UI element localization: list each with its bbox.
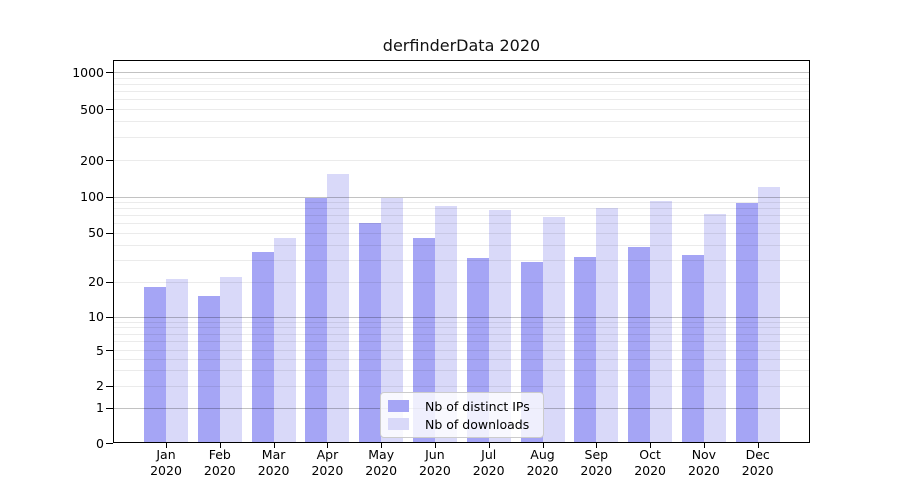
- gridline-minor: [113, 202, 810, 204]
- bar-distinct-ips-sep: [574, 256, 597, 443]
- bar-downloads-jul: [488, 209, 511, 443]
- x-tick-label-mar: Mar 2020: [257, 447, 290, 478]
- gridline-minor: [113, 160, 810, 161]
- legend: Nb of distinct IPs Nb of downloads: [380, 392, 544, 438]
- y-tick-label-20: 20: [88, 274, 104, 290]
- y-tick-mark: [106, 316, 113, 318]
- gridline-minor: [113, 77, 810, 79]
- bar-distinct-ips-may: [359, 223, 382, 443]
- x-tick-label-jul: Jul 2020: [472, 447, 505, 478]
- gridline-minor: [113, 109, 810, 110]
- bar-downloads-sep: [596, 207, 619, 443]
- x-tick-mark: [757, 443, 759, 448]
- x-tick-label-apr: Apr 2020: [311, 447, 344, 478]
- x-tick-label-sep: Sep 2020: [580, 447, 613, 478]
- bar-downloads-nov: [703, 213, 726, 443]
- y-tick-mark: [106, 72, 113, 73]
- y-tick-mark: [106, 385, 113, 387]
- x-tick-mark: [542, 443, 544, 448]
- gridline-minor: [113, 83, 810, 85]
- y-tick-label-500: 500: [80, 101, 104, 117]
- legend-swatch-distinct-ips: [388, 400, 409, 412]
- legend-swatch-downloads: [388, 418, 409, 430]
- bar-downloads-dec: [757, 187, 780, 443]
- gridline-minor: [113, 91, 810, 92]
- bar-distinct-ips-jun: [412, 238, 435, 443]
- x-tick-mark: [166, 443, 167, 448]
- bar-distinct-ips-dec: [735, 203, 758, 443]
- y-tick-label-2: 2: [96, 378, 104, 394]
- x-tick-mark: [273, 443, 275, 448]
- x-tick-label-dec: Dec 2020: [741, 447, 774, 478]
- bar-downloads-jan: [166, 279, 188, 443]
- x-tick-label-oct: Oct 2020: [634, 447, 666, 478]
- bar-distinct-ips-jan: [144, 287, 166, 443]
- legend-item-downloads: Nb of downloads: [388, 415, 535, 433]
- gridline-minor: [113, 137, 810, 139]
- x-tick-mark: [596, 443, 598, 448]
- x-tick-mark: [381, 443, 383, 448]
- y-tick-label-100: 100: [80, 189, 104, 205]
- bar-downloads-aug: [542, 216, 565, 443]
- gridline-minor: [113, 99, 810, 101]
- y-tick-mark: [106, 407, 113, 409]
- y-tick-label-1000: 1000: [72, 64, 104, 80]
- x-tick-mark: [703, 443, 705, 448]
- legend-item-distinct-ips: Nb of distinct IPs: [388, 397, 535, 415]
- plot-area: [113, 60, 810, 443]
- gridline-minor: [113, 208, 810, 210]
- x-tick-label-nov: Nov 2020: [687, 447, 720, 478]
- x-tick-mark: [650, 443, 652, 448]
- y-tick-mark: [106, 160, 113, 161]
- legend-label: Nb of downloads: [425, 416, 530, 432]
- y-tick-label-5: 5: [96, 342, 104, 358]
- y-tick-mark: [106, 281, 113, 283]
- y-tick-mark: [106, 232, 113, 234]
- legend-label: Nb of distinct IPs: [425, 398, 530, 414]
- y-tick-label-50: 50: [88, 225, 104, 241]
- bar-downloads-feb: [219, 276, 242, 443]
- chart-title: derfinderData 2020: [382, 36, 541, 55]
- bar-downloads-apr: [327, 173, 350, 443]
- y-tick-mark: [106, 109, 113, 110]
- gridline-minor: [113, 121, 810, 123]
- gridline-major: [113, 196, 810, 198]
- x-tick-mark: [327, 443, 329, 448]
- x-tick-label-jun: Jun 2020: [418, 447, 451, 478]
- x-tick-mark: [219, 443, 221, 448]
- bar-distinct-ips-apr: [305, 198, 328, 443]
- bar-downloads-oct: [650, 200, 673, 443]
- x-tick-label-feb: Feb 2020: [203, 447, 236, 478]
- y-tick-mark: [106, 443, 113, 444]
- y-tick-label-10: 10: [88, 309, 104, 325]
- bar-downloads-may: [381, 198, 404, 443]
- x-tick-label-may: May 2020: [365, 447, 398, 478]
- x-tick-label-jan: Jan 2020: [150, 447, 182, 478]
- bar-distinct-ips-oct: [628, 247, 651, 443]
- bar-distinct-ips-feb: [197, 296, 220, 443]
- y-tick-mark: [106, 196, 113, 198]
- x-tick-mark: [434, 443, 436, 448]
- bar-distinct-ips-nov: [681, 255, 704, 443]
- y-tick-label-1: 1: [96, 400, 104, 416]
- bar-distinct-ips-mar: [251, 251, 274, 443]
- bar-downloads-jun: [434, 206, 457, 443]
- bar-downloads-mar: [273, 238, 296, 443]
- y-tick-label-200: 200: [80, 152, 104, 168]
- x-tick-label-aug: Aug 2020: [526, 447, 559, 478]
- y-tick-label-0: 0: [96, 435, 104, 451]
- gridline-major: [113, 72, 810, 73]
- x-tick-mark: [488, 443, 490, 448]
- y-tick-mark: [106, 350, 113, 351]
